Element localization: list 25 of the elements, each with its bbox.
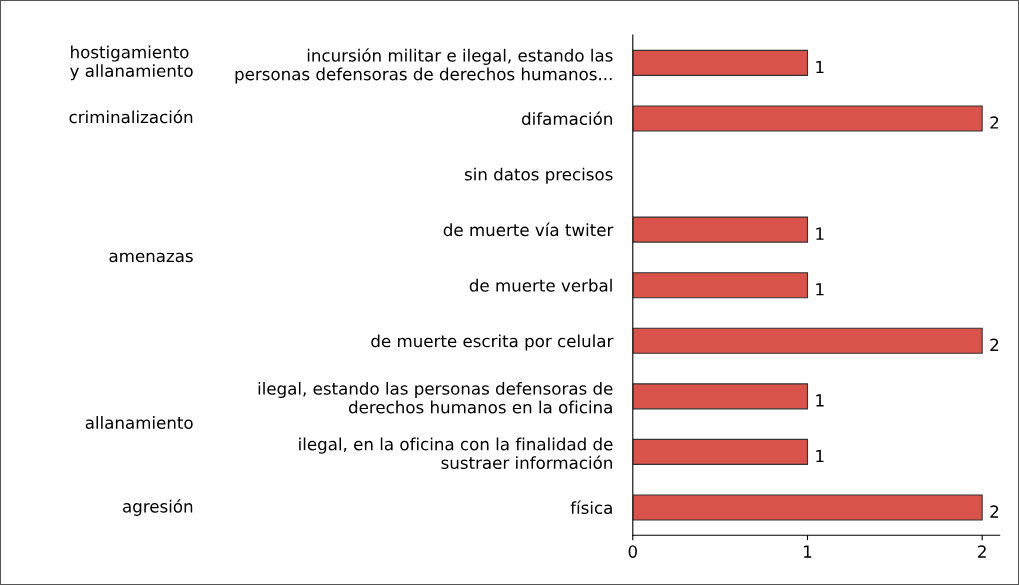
data-label: 1 xyxy=(816,227,824,240)
data-label: 1 xyxy=(816,60,824,74)
y-tick-label: difamación xyxy=(521,111,612,126)
y-tick-label: ilegal, en la oficina con la finalidad de sustraer información xyxy=(299,437,613,470)
data-label: 1 xyxy=(816,283,824,296)
data-label: 2 xyxy=(990,505,999,518)
text: amenazas xyxy=(109,252,193,263)
y-tick-label: sin datos precisos xyxy=(464,167,613,184)
x-tick-label: 2 xyxy=(978,545,986,558)
data-label: 1 xyxy=(816,449,824,463)
y-tick-label: física xyxy=(570,500,612,515)
text: agresión xyxy=(123,499,193,516)
text: criminalización xyxy=(69,109,193,124)
y-tick-label: de muerte escrita por celular xyxy=(371,334,614,351)
y-tick-label: ilegal, estando las personas defensoras de derechos humanos en la oficina xyxy=(258,381,613,414)
text: allanamiento xyxy=(85,416,193,429)
data-label: 1 xyxy=(816,394,824,407)
text: hostigamiento y allanamiento xyxy=(70,45,193,81)
y-tick-label: de muerte verbal xyxy=(469,278,612,292)
x-tick-label: 0 xyxy=(628,545,637,558)
y-tick-label: de muerte vía twiter xyxy=(443,222,614,237)
data-label: 2 xyxy=(990,338,999,351)
data-label: 2 xyxy=(990,116,999,129)
x-tick-label: 1 xyxy=(804,545,812,558)
y-tick-label: incursión militar e ilegal, estando las personas defensoras de derechos humanos... xyxy=(235,48,613,84)
